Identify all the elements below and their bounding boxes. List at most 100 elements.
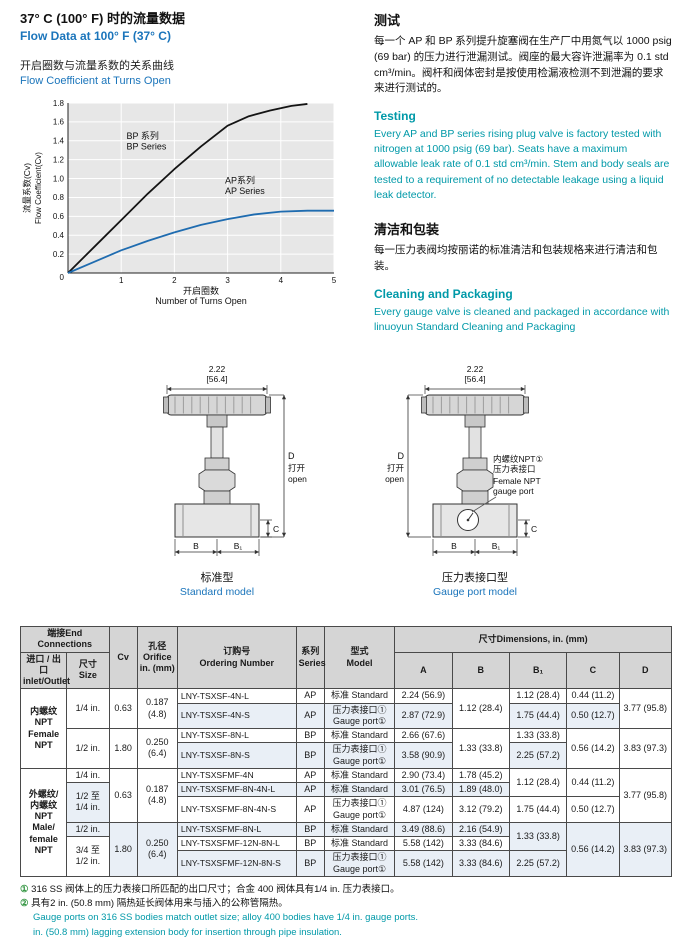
- svg-text:1: 1: [119, 276, 124, 285]
- cleaning-title-en: Cleaning and Packaging: [374, 286, 513, 301]
- table-cell: 1/4 in.: [66, 688, 110, 730]
- table-header: 端接End Connections Cv 孔径 Orifice in. (mm) 订购…: [19, 626, 673, 690]
- valve-body: [174, 503, 260, 538]
- svg-text:0.2: 0.2: [53, 250, 65, 259]
- table-header-cell: 孔径 Orifice in. (mm): [136, 626, 178, 690]
- svg-text:AP系列: AP系列: [225, 174, 255, 185]
- footnote-2-marker: ②: [20, 898, 29, 910]
- table-cell: 4.87 (124): [394, 796, 453, 823]
- svg-text:压力表接口: 压力表接口: [493, 464, 536, 474]
- bp-series-line: [67, 103, 308, 274]
- table-cell: 外螺纹/ 内螺纹 NPT Male/ female NPT: [19, 767, 68, 877]
- testing-title-zh: 测试: [374, 13, 401, 28]
- table-header-cell: A: [394, 651, 453, 690]
- table-cell: 3.77 (95.8): [618, 767, 673, 823]
- table-header-cell: B: [451, 651, 510, 690]
- table-cell: 0.187 (4.8): [136, 688, 178, 730]
- table-header-cell: 订购号 Ordering Number: [176, 626, 297, 690]
- standard-valve-figure: 2.22 [56.4] D 打开 open B B₁ C 标准型 Standard model: [117, 363, 317, 598]
- svg-text:1.2: 1.2: [53, 155, 65, 164]
- svg-text:1.8: 1.8: [53, 99, 65, 108]
- svg-text:Number of Turns Open: Number of Turns Open: [155, 296, 247, 306]
- table-cell: 2.24 (56.9): [394, 688, 453, 704]
- table-cell: 0.44 (11.2): [566, 767, 620, 798]
- testing-body-zh: 每一个 AP 和 BP 系列提升旋塞阀在生产厂中用氮气以 1000 psig (…: [374, 35, 672, 95]
- svg-text:open: open: [385, 474, 404, 484]
- table-cell: 1.80: [108, 728, 138, 769]
- table-cell: AP: [295, 702, 325, 730]
- valve-diagrams: 2.22 [56.4] D 打开 open B B₁ C 标准型 Standard model…: [20, 363, 672, 598]
- table-cell: 1.12 (28.4): [451, 688, 510, 730]
- table-cell: 1.12 (28.4): [508, 688, 568, 704]
- table-cell: 0.187 (4.8): [136, 767, 178, 823]
- table-cell: 3.33 (84.6): [451, 836, 510, 852]
- top-section: 37° C (100° F) 时的流量数据 Flow Data at 100° …: [20, 8, 672, 335]
- table-cell: 标准 Standard: [323, 821, 396, 838]
- table-cell: 0.63: [108, 688, 138, 730]
- table-cell: 压力表接口① Gauge port①: [323, 850, 396, 877]
- table-cell: LNY-TSXSF-4N-S: [176, 702, 297, 730]
- table-cell: LNY-TSXSF-8N-L: [176, 728, 297, 744]
- table-row: 内螺纹 NPT Female NPT 1/4 in. 0.63 0.187 (4.8)…: [19, 688, 673, 769]
- table-cell: 1/2 至 1/4 in.: [66, 782, 110, 823]
- svg-text:0.6: 0.6: [53, 212, 65, 221]
- table-row: LNY-TSXSFMF-12N-8N-S BP 压力表接口① Gauge port①…: [21, 850, 672, 877]
- table-cell: 1.89 (48.0): [451, 782, 510, 798]
- table-header-row: 端接End Connections Cv 孔径 Orifice in. (mm) 订购…: [20, 626, 672, 690]
- table-cell: 0.50 (12.7): [566, 702, 620, 730]
- svg-text:AP Series: AP Series: [225, 186, 265, 196]
- table-cell: 1/2 in.: [66, 728, 110, 769]
- svg-text:[56.4]: [56.4]: [464, 374, 485, 384]
- table-cell: AP: [295, 767, 325, 784]
- table-cell: 1.33 (33.8): [451, 728, 510, 769]
- gauge-port-valve-figure: 2.22 [56.4] 内螺纹NPT① 压力表接口 Female NPT gauge po…: [375, 363, 575, 598]
- table-cell: 0.250 (6.4): [136, 821, 178, 877]
- footnote-1-text: 316 SS 阀体上的压力表接口所匹配的出口尺寸；合金 400 阀体具有1/4 …: [31, 883, 400, 895]
- ap-series-line: [67, 209, 334, 274]
- table-row: LNY-TSXSF-4N-S AP 压力表接口① Gauge port① 2.87 (…: [21, 702, 672, 730]
- footnote-2-en: in. (50.8 mm) lagging extension body for…: [33, 926, 342, 938]
- standard-model-label-zh: 标准型: [200, 572, 234, 585]
- table-cell: 2.25 (57.2): [508, 742, 568, 769]
- svg-text:[56.4]: [56.4]: [206, 374, 227, 384]
- footnote-1-zh: ① 316 SS 阀体上的压力表接口所匹配的出口尺寸；合金 400 阀体具有1/…: [20, 883, 672, 897]
- table-cell: 3/4 至 1/2 in.: [66, 836, 110, 877]
- table-cell: 1.12 (28.4): [508, 767, 568, 798]
- table-cell: LNY-TSXSFMF-12N-8N-S: [176, 850, 297, 877]
- table-cell: 2.90 (73.4): [394, 767, 453, 784]
- table-cell: 0.44 (11.2): [566, 688, 620, 704]
- svg-text:Female NPT: Female NPT: [493, 476, 541, 486]
- table-cell: AP: [295, 796, 325, 823]
- table-header-cell: 尺寸Dimensions, in. (mm): [394, 626, 672, 653]
- svg-text:1.4: 1.4: [53, 137, 65, 146]
- footnote-1-marker: ①: [20, 883, 29, 895]
- table-cell: 3.58 (90.9): [394, 742, 453, 769]
- table-cell: AP: [295, 782, 325, 798]
- svg-text:0.8: 0.8: [53, 193, 65, 202]
- table-header-row: 进口 / 出口 inlet/Outlet 尺寸 Size A B B₁ C D: [19, 651, 673, 690]
- table-cell: 标准 Standard: [323, 688, 396, 704]
- table-header-cell: Cv: [108, 626, 138, 690]
- table-cell: 2.25 (57.2): [508, 850, 568, 877]
- svg-text:BP Series: BP Series: [127, 141, 167, 151]
- svg-text:Flow Coefficient(Cv): Flow Coefficient(Cv): [34, 152, 43, 224]
- svg-text:C: C: [531, 524, 537, 534]
- flow-subtitle-zh: 开启圈数与流量系数的关系曲线: [20, 60, 174, 72]
- table-cell: AP: [295, 688, 325, 704]
- flow-data-column: 37° C (100° F) 时的流量数据 Flow Data at 100° …: [20, 8, 362, 335]
- table-cell: 标准 Standard: [323, 782, 396, 798]
- table-cell: BP: [295, 850, 325, 877]
- table-cell: 1/4 in.: [66, 767, 110, 784]
- table-row: 外螺纹/ 内螺纹 NPT Male/ female NPT 1/4 in. 0.63…: [19, 767, 673, 877]
- svg-text:流量系数(Cv): 流量系数(Cv): [22, 163, 32, 213]
- table-cell: LNY-TSXSFMF-4N: [176, 767, 297, 784]
- table-cell: 5.58 (142): [394, 850, 453, 877]
- table-cell: 标准 Standard: [323, 728, 396, 744]
- gauge-model-label-zh: 压力表接口型: [442, 572, 508, 585]
- flow-coefficient-chart: 0.2 0.4 0.6 0.8 1.0 1.2 1.4 1.6 1.8 1 2 3 4 5 0 BP 系列BP…: [22, 99, 337, 306]
- svg-text:D: D: [398, 451, 405, 461]
- table-cell: 3.77 (95.8): [618, 688, 673, 730]
- svg-text:BP 系列: BP 系列: [127, 130, 159, 141]
- table-cell: 5.58 (142): [394, 836, 453, 852]
- table-header-cell: 进口 / 出口 inlet/Outlet: [19, 651, 70, 690]
